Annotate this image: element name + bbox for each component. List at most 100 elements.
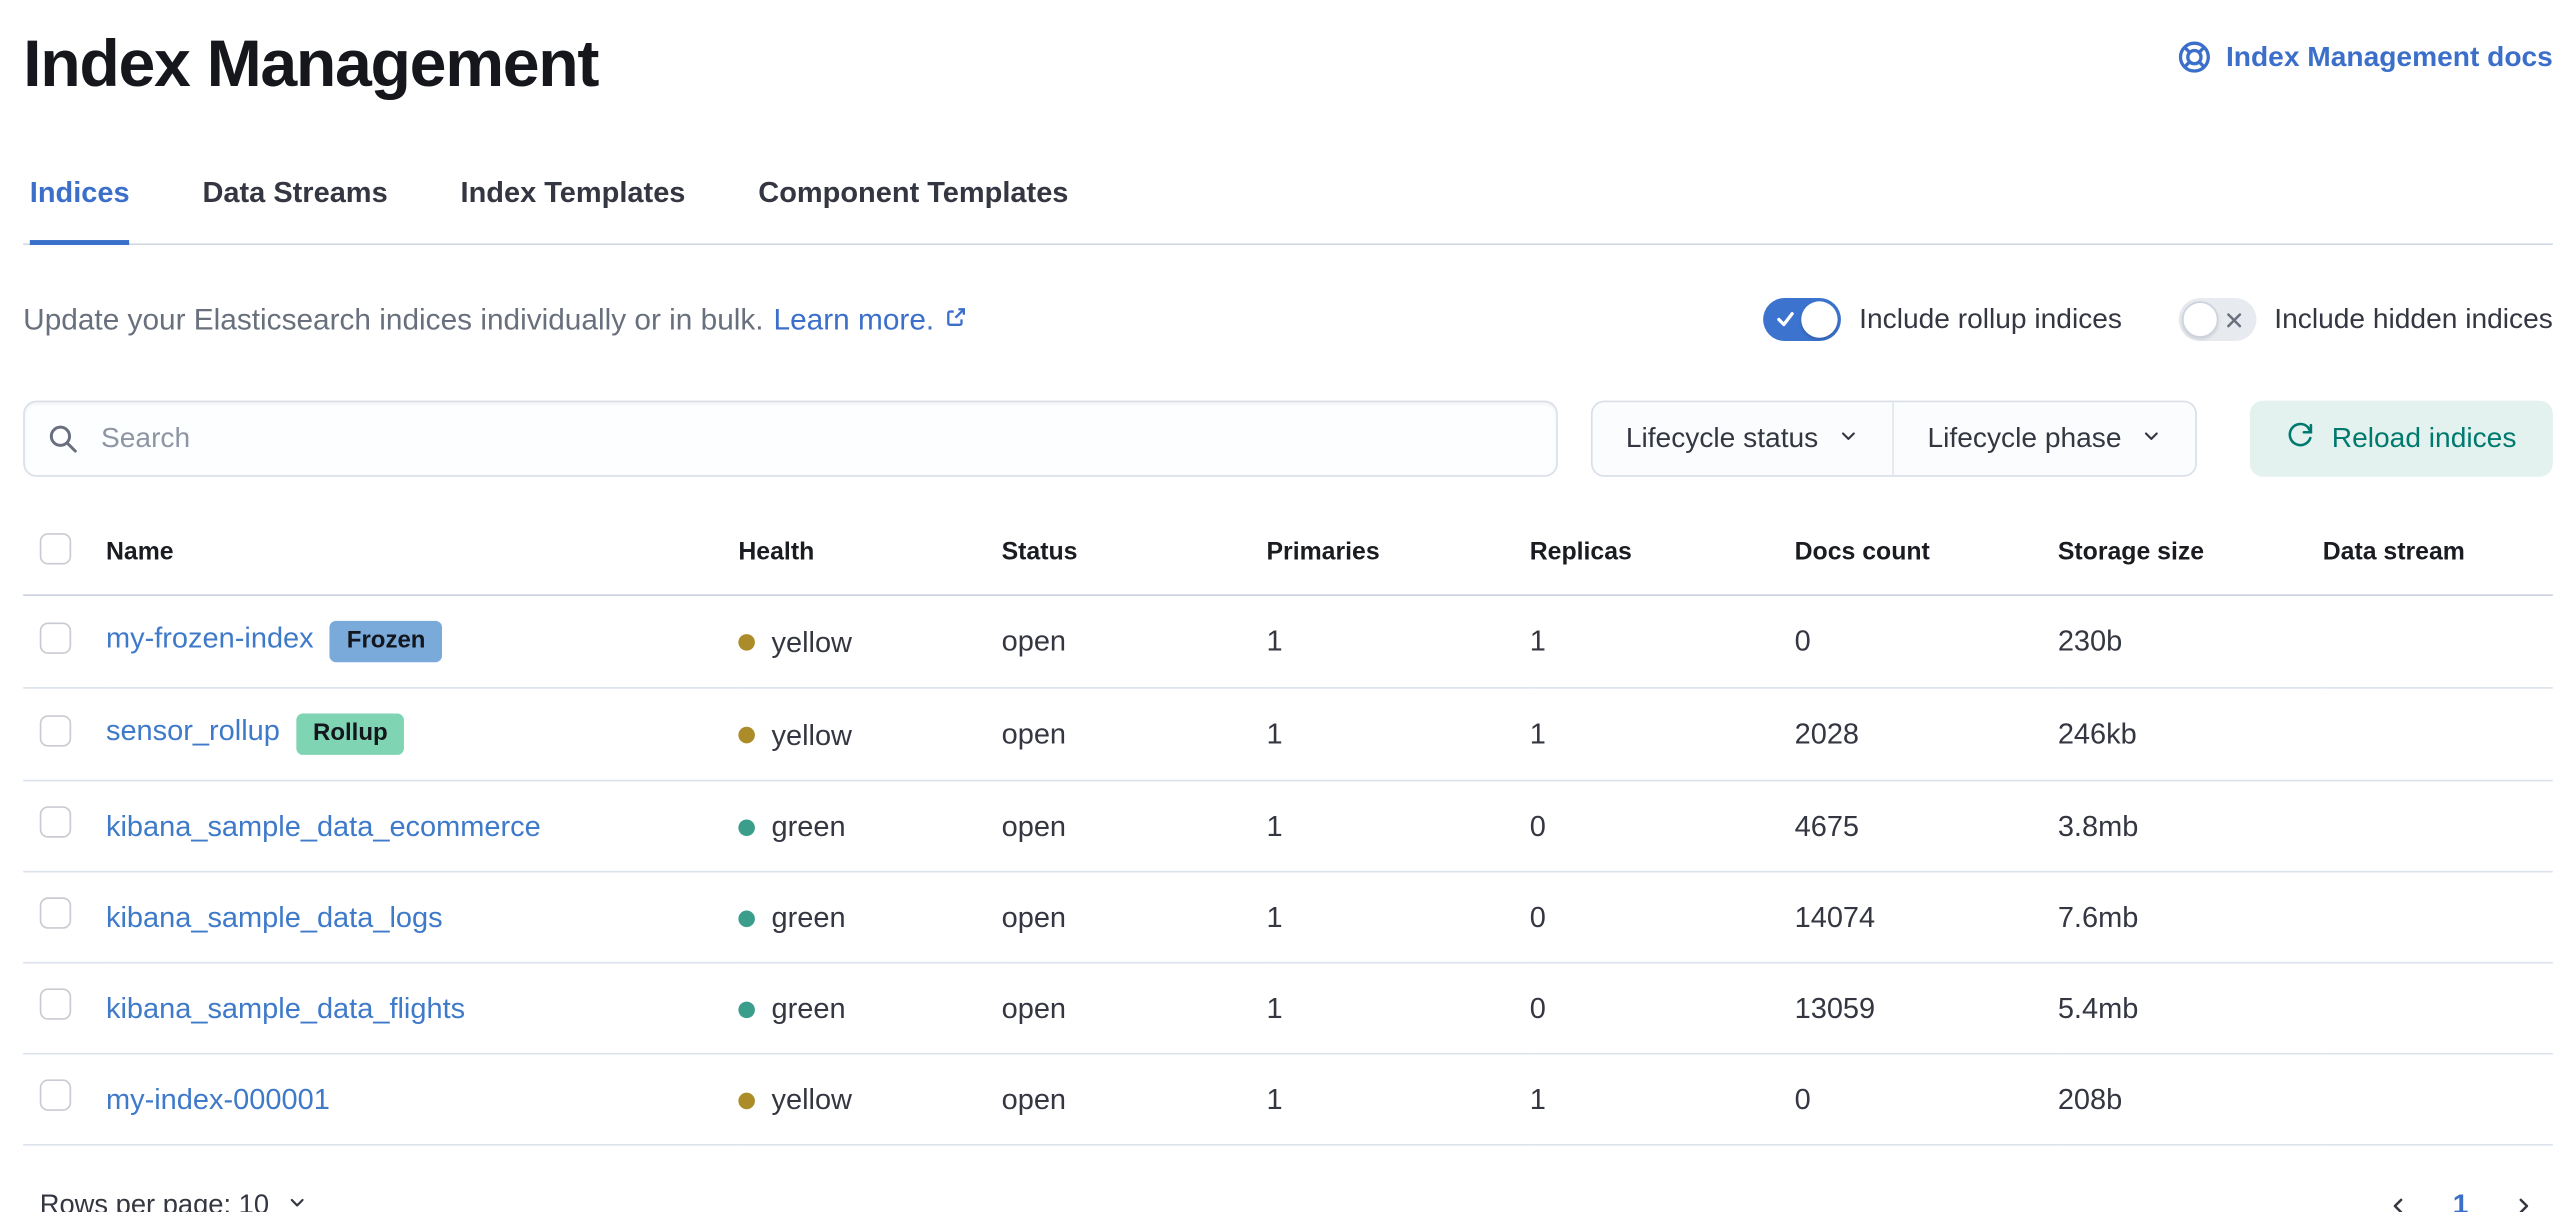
switch-knob <box>1801 301 1838 338</box>
switch-knob <box>2181 301 2219 338</box>
storage-size-cell: 230b <box>2057 595 2323 689</box>
storage-size-cell: 208b <box>2057 1054 2323 1147</box>
docs-link-label: Index Management docs <box>2225 40 2553 73</box>
primaries-cell: 1 <box>1266 963 1530 1055</box>
tab-data-streams[interactable]: Data Streams <box>202 175 388 209</box>
previous-page-button[interactable] <box>2385 1193 2410 1212</box>
replicas-cell: 0 <box>1529 963 1795 1055</box>
index-name-link[interactable]: kibana_sample_data_ecommerce <box>105 809 541 843</box>
health-label: green <box>771 991 846 1026</box>
chevron-down-icon <box>286 1190 308 1212</box>
table-header-row: Name Health Status Primaries Replicas Docs co… <box>23 499 2553 596</box>
index-name-link[interactable]: my-index-000001 <box>105 1082 330 1116</box>
chevron-down-icon <box>2141 422 2163 455</box>
index-name-link[interactable]: kibana_sample_data_logs <box>105 900 443 934</box>
chevron-down-icon <box>1838 422 1860 455</box>
filter-label: Lifecycle status <box>1625 422 1819 454</box>
toggle-include-hidden[interactable]: Include hidden indices <box>2178 297 2553 342</box>
table-row: my-frozen-index Frozen yellow open 1 1 0 … <box>23 595 2553 689</box>
pagination-row: Rows per page: 10 1 <box>23 1173 2553 1212</box>
health-dot <box>738 818 755 836</box>
replicas-cell: 1 <box>1529 688 1795 782</box>
reload-label: Reload indices <box>2331 422 2517 454</box>
life-ring-icon <box>2176 40 2211 75</box>
storage-size-cell: 7.6mb <box>2057 872 2323 964</box>
primaries-cell: 1 <box>1266 688 1530 782</box>
health-label: green <box>771 809 846 843</box>
intro-row: Update your Elasticsearch indices indivi… <box>23 297 2553 342</box>
health-dot <box>738 910 755 927</box>
column-header-primaries: Primaries <box>1266 499 1530 596</box>
intro-text: Update your Elasticsearch indices indivi… <box>23 302 969 337</box>
docs-count-cell: 4675 <box>1794 780 2058 873</box>
filter-label: Lifecycle phase <box>1927 422 2122 454</box>
page-number-1[interactable]: 1 <box>2452 1189 2469 1212</box>
tab-indices[interactable]: Indices <box>29 175 130 246</box>
status-cell: open <box>1001 780 1267 873</box>
column-header-health: Health <box>738 499 1002 596</box>
primaries-cell: 1 <box>1266 872 1530 964</box>
toggle-label: Include rollup indices <box>1859 302 2122 335</box>
tab-index-templates[interactable]: Index Templates <box>460 175 686 209</box>
primaries-cell: 1 <box>1266 780 1530 873</box>
intro-description: Update your Elasticsearch indices indivi… <box>23 302 764 336</box>
controls-row: Lifecycle status Lifecycle phase <box>23 400 2553 477</box>
tab-component-templates[interactable]: Component Templates <box>758 175 1069 209</box>
select-all-checkbox[interactable] <box>39 533 72 565</box>
row-checkbox[interactable] <box>39 621 72 654</box>
index-badge: Frozen <box>330 620 443 663</box>
indices-table: Name Health Status Primaries Replicas Docs co… <box>23 499 2553 1147</box>
index-name-link[interactable]: sensor_rollup <box>105 713 280 747</box>
index-name-link[interactable]: my-frozen-index <box>105 620 314 654</box>
pager: 1 <box>2385 1189 2536 1212</box>
health-label: yellow <box>771 1083 853 1117</box>
search-box <box>23 400 1558 477</box>
magnifier-icon <box>46 422 79 463</box>
row-checkbox[interactable] <box>39 988 72 1021</box>
docs-count-cell: 0 <box>1794 1054 2058 1147</box>
storage-size-cell: 3.8mb <box>2057 780 2323 873</box>
index-badge: Rollup <box>296 713 405 756</box>
docs-count-cell: 0 <box>1794 595 2058 689</box>
status-cell: open <box>1001 1054 1267 1147</box>
replicas-cell: 0 <box>1529 872 1795 964</box>
row-checkbox[interactable] <box>39 714 72 747</box>
status-cell: open <box>1001 963 1267 1055</box>
row-checkbox[interactable] <box>39 806 72 839</box>
lifecycle-phase-filter[interactable]: Lifecycle phase <box>1892 402 2196 476</box>
tabs: Indices Data Streams Index Templates Compon… <box>23 175 2553 246</box>
data-stream-cell <box>2322 1054 2553 1147</box>
check-icon <box>1775 308 1797 338</box>
replicas-cell: 0 <box>1529 780 1795 873</box>
health-dot <box>738 1001 755 1018</box>
docs-link[interactable]: Index Management docs <box>2176 40 2553 75</box>
row-checkbox[interactable] <box>39 897 72 930</box>
toggles: Include rollup indices Include hidden in… <box>1763 297 2553 342</box>
storage-size-cell: 246kb <box>2057 688 2323 782</box>
docs-count-cell: 14074 <box>1794 872 2058 964</box>
refresh-icon <box>2287 421 2315 457</box>
next-page-button[interactable] <box>2511 1193 2536 1212</box>
select-all-header <box>23 499 106 596</box>
status-cell: open <box>1001 595 1267 689</box>
status-cell: open <box>1001 688 1267 782</box>
table-row: sensor_rollup Rollup yellow open 1 1 2028… <box>23 688 2553 782</box>
toggle-include-rollup[interactable]: Include rollup indices <box>1763 297 2122 342</box>
row-checkbox[interactable] <box>39 1079 72 1112</box>
index-name-link[interactable]: kibana_sample_data_flights <box>105 991 466 1025</box>
health-label: yellow <box>771 624 853 659</box>
learn-more-link[interactable]: Learn more. <box>774 302 969 337</box>
replicas-cell: 1 <box>1529 1054 1795 1147</box>
toggle-label: Include hidden indices <box>2274 302 2553 335</box>
search-input[interactable] <box>23 400 1558 477</box>
lifecycle-status-filter[interactable]: Lifecycle status <box>1593 402 1893 475</box>
replicas-cell: 1 <box>1529 595 1795 689</box>
column-header-storage-size: Storage size <box>2057 499 2323 596</box>
hidden-switch[interactable] <box>2178 297 2257 342</box>
rows-per-page-button[interactable]: Rows per page: 10 <box>40 1190 307 1212</box>
rollup-switch[interactable] <box>1763 297 1841 342</box>
health-dot <box>738 726 755 744</box>
external-link-icon <box>944 302 969 337</box>
page-header: Index Management Index Management docs <box>23 20 2553 109</box>
reload-indices-button[interactable]: Reload indices <box>2250 400 2553 477</box>
